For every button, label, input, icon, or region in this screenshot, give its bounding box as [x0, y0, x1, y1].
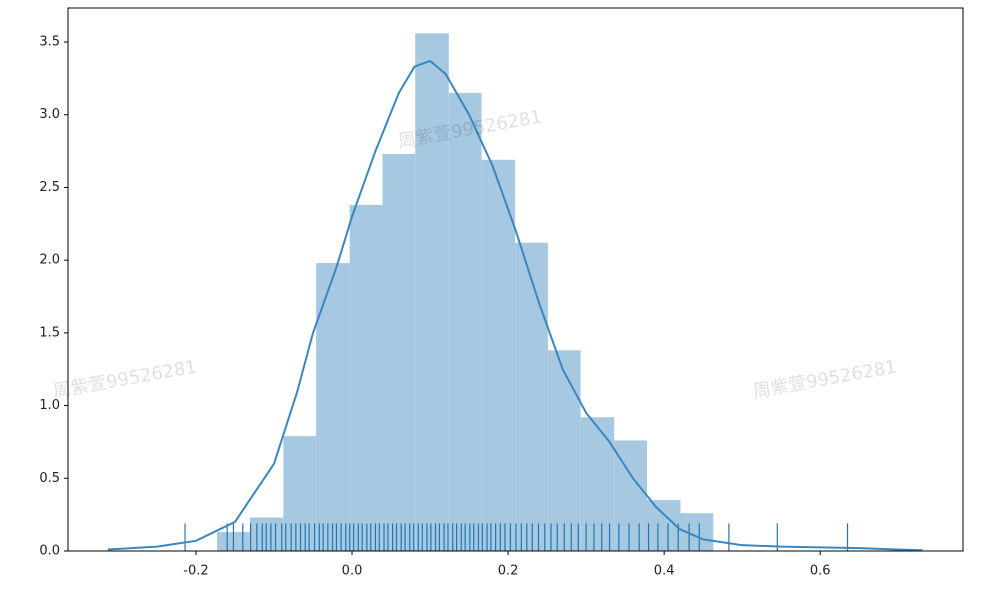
bar	[382, 154, 416, 551]
watermark: 周紫萱99526281	[51, 357, 198, 403]
bar	[481, 159, 516, 551]
y-tick-label: 3.5	[39, 35, 60, 50]
bar	[316, 263, 350, 551]
x-tick-label: 0.0	[342, 564, 363, 579]
y-tick-label: 2.0	[39, 253, 60, 268]
bar	[283, 436, 317, 551]
y-tick-label: 1.0	[39, 398, 60, 413]
bar	[448, 92, 482, 552]
y-tick-label: 2.5	[39, 180, 60, 195]
x-tick-label: 0.2	[498, 564, 519, 579]
y-tick-label: 1.5	[39, 325, 60, 340]
plot-frame	[67, 7, 964, 552]
kde-line	[107, 59, 923, 552]
bar	[415, 33, 449, 551]
y-tick-label: 3.0	[39, 107, 60, 122]
watermark: 周紫萱99526281	[751, 357, 898, 403]
bar	[547, 350, 581, 551]
x-tick-label: 0.6	[810, 564, 831, 579]
bar	[349, 204, 383, 552]
bar	[515, 242, 548, 551]
x-tick-label: -0.2	[183, 564, 208, 579]
x-tick-label: 0.4	[654, 564, 675, 579]
y-tick-label: 0.5	[39, 471, 60, 486]
y-tick-label: 0.0	[39, 544, 60, 559]
